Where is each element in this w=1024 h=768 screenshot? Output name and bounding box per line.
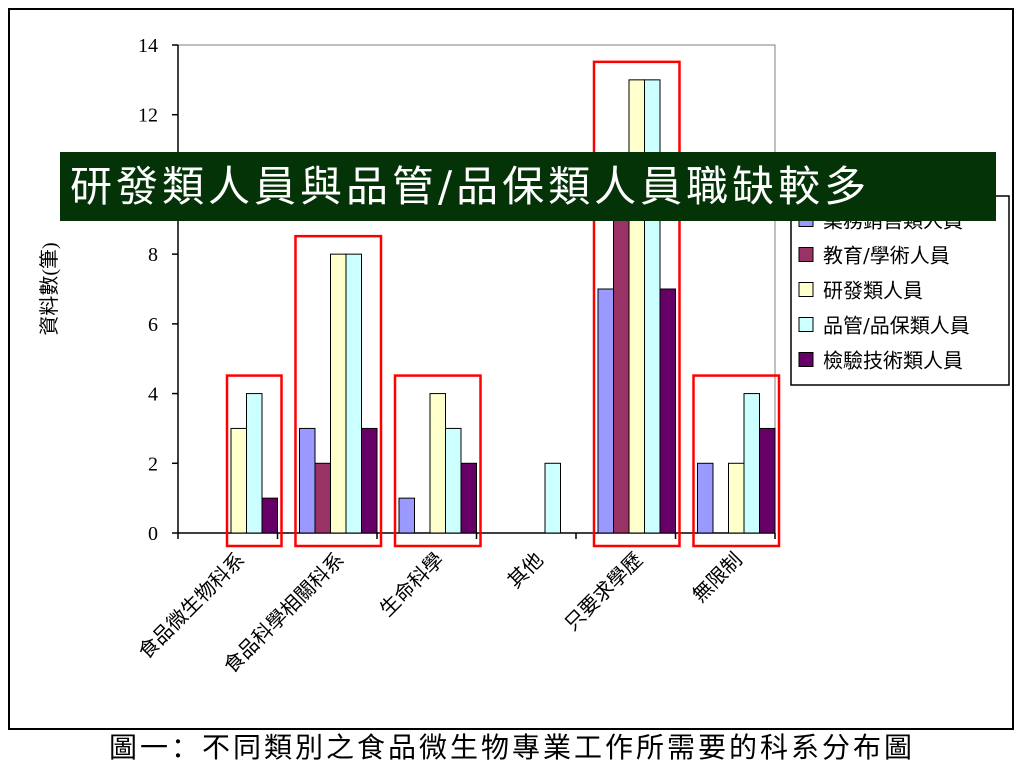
banner: 研發類人員與品管/品保類人員職缺較多 [60, 152, 996, 221]
bar [246, 393, 263, 534]
y-axis-label: 資料數(筆) [38, 242, 61, 335]
bar [261, 497, 278, 534]
highlight-box [692, 374, 781, 548]
highlight-boxes [225, 60, 781, 548]
x-tick-label: 無限制 [687, 548, 746, 607]
bar [644, 79, 661, 534]
bar [743, 393, 760, 534]
highlight-box [393, 374, 482, 548]
bar [697, 462, 714, 534]
bar [345, 253, 362, 534]
bar [460, 462, 477, 534]
y-axis: 02468101214 [138, 35, 179, 545]
bar [597, 288, 614, 534]
plot-area [177, 44, 776, 534]
y-tick-label: 14 [138, 35, 158, 57]
bar [544, 462, 561, 534]
bar [230, 427, 247, 534]
bar [728, 462, 745, 534]
bar [628, 79, 645, 534]
y-tick-label: 2 [148, 453, 158, 475]
bar [398, 497, 415, 534]
x-tick-label: 生命科學 [375, 548, 449, 622]
legend-label: 研發類人員 [823, 279, 923, 303]
bar [330, 253, 347, 534]
legend-swatch [798, 352, 814, 367]
bar [361, 427, 378, 534]
y-tick-label: 8 [148, 244, 158, 266]
y-tick-label: 0 [148, 523, 158, 545]
legend-label: 教育/學術人員 [823, 244, 950, 268]
legend-label: 檢驗技術類人員 [823, 349, 963, 373]
highlight-box [225, 374, 283, 548]
y-tick-label: 4 [148, 384, 158, 406]
y-tick-label: 6 [148, 314, 158, 336]
bar [759, 427, 776, 534]
bar [613, 218, 630, 534]
highlight-box [592, 60, 681, 548]
y-tick-label: 12 [138, 105, 158, 127]
figure-caption: 圖一：不同類別之食品微生物專業工作所需要的科系分布圖 [108, 731, 915, 764]
bar [429, 393, 446, 534]
legend-box [790, 195, 1010, 386]
bar [659, 288, 676, 534]
legend-label: 品管/品保類人員 [823, 314, 970, 338]
bar [445, 427, 462, 534]
legend-swatch [798, 247, 814, 262]
legend-swatch [798, 317, 814, 332]
x-tick-label: 只要求學歷 [560, 548, 648, 636]
bar [299, 427, 316, 534]
bar [314, 462, 331, 534]
highlight-box [294, 234, 383, 548]
x-tick-label: 其他 [503, 548, 548, 593]
legend-swatch [798, 282, 814, 297]
